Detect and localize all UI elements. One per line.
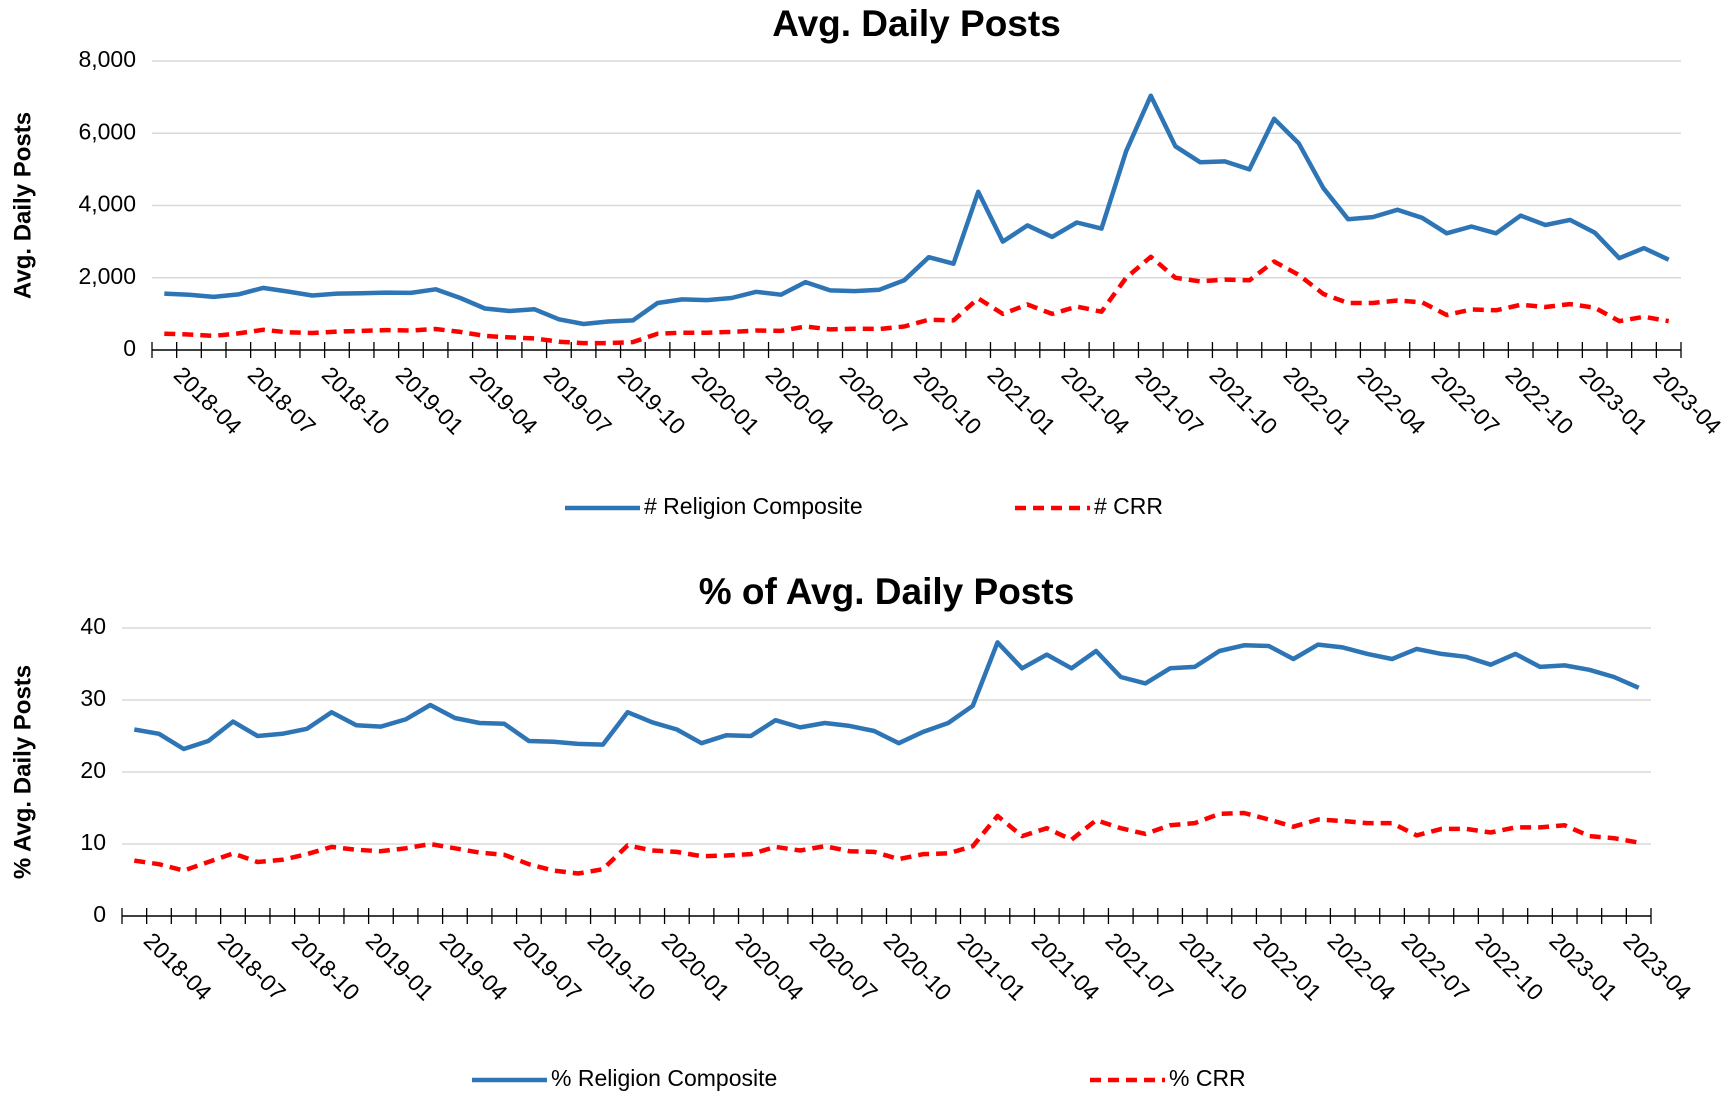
data-line [164, 93, 1670, 327]
y-tick-label: 2,000 [78, 263, 136, 289]
y-tick-label: 20 [80, 757, 106, 783]
y-tick-label: 10 [80, 829, 106, 855]
y-tick-label: 6,000 [78, 118, 136, 144]
y-tick-label: 0 [93, 901, 106, 927]
data-line [164, 254, 1670, 346]
chart-title: % of Avg. Daily Posts [699, 571, 1075, 612]
data-line [133, 640, 1640, 752]
y-tick-label: 40 [80, 613, 106, 639]
legend-label: # CRR [1094, 493, 1163, 519]
legend-label: # Religion Composite [644, 493, 863, 519]
y-tick-label: 0 [123, 335, 136, 361]
y-tick-label: 30 [80, 685, 106, 711]
y-axis-title: % Avg. Daily Posts [9, 665, 36, 879]
chart-title: Avg. Daily Posts [772, 3, 1061, 44]
data-line [133, 810, 1640, 876]
legend-label: % CRR [1169, 1065, 1246, 1091]
y-tick-label: 4,000 [78, 191, 136, 217]
legend-label: % Religion Composite [551, 1065, 777, 1091]
y-axis-title: Avg. Daily Posts [9, 112, 36, 299]
y-tick-label: 8,000 [78, 46, 136, 72]
